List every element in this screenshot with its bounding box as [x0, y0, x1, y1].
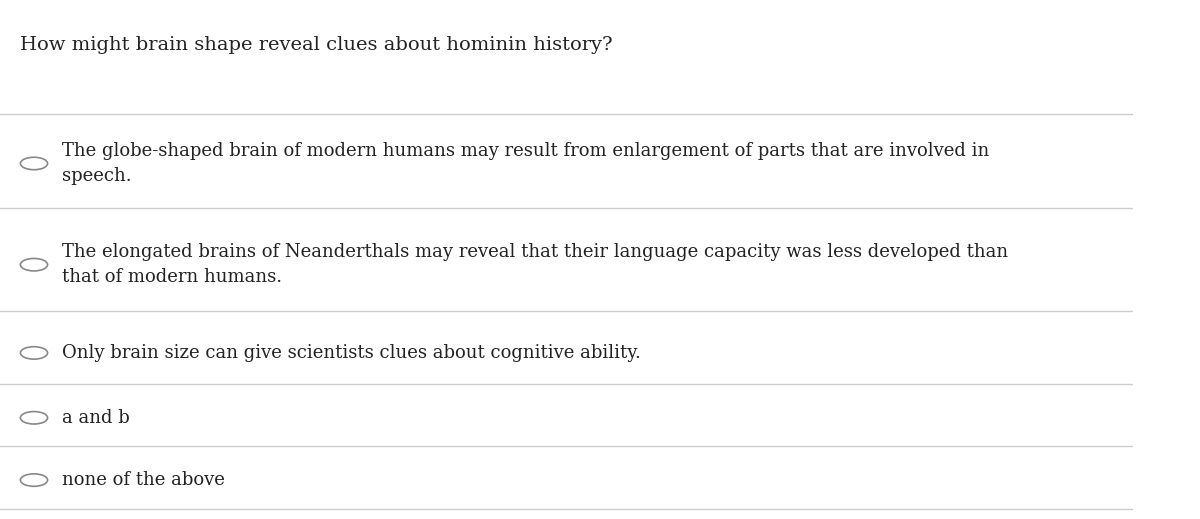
- Text: Only brain size can give scientists clues about cognitive ability.: Only brain size can give scientists clue…: [62, 344, 641, 362]
- Text: The globe-shaped brain of modern humans may result from enlargement of parts tha: The globe-shaped brain of modern humans …: [62, 142, 990, 185]
- Text: none of the above: none of the above: [62, 471, 226, 489]
- Text: The elongated brains of Neanderthals may reveal that their language capacity was: The elongated brains of Neanderthals may…: [62, 243, 1008, 286]
- Text: a and b: a and b: [62, 409, 130, 427]
- Text: How might brain shape reveal clues about hominin history?: How might brain shape reveal clues about…: [20, 36, 613, 54]
